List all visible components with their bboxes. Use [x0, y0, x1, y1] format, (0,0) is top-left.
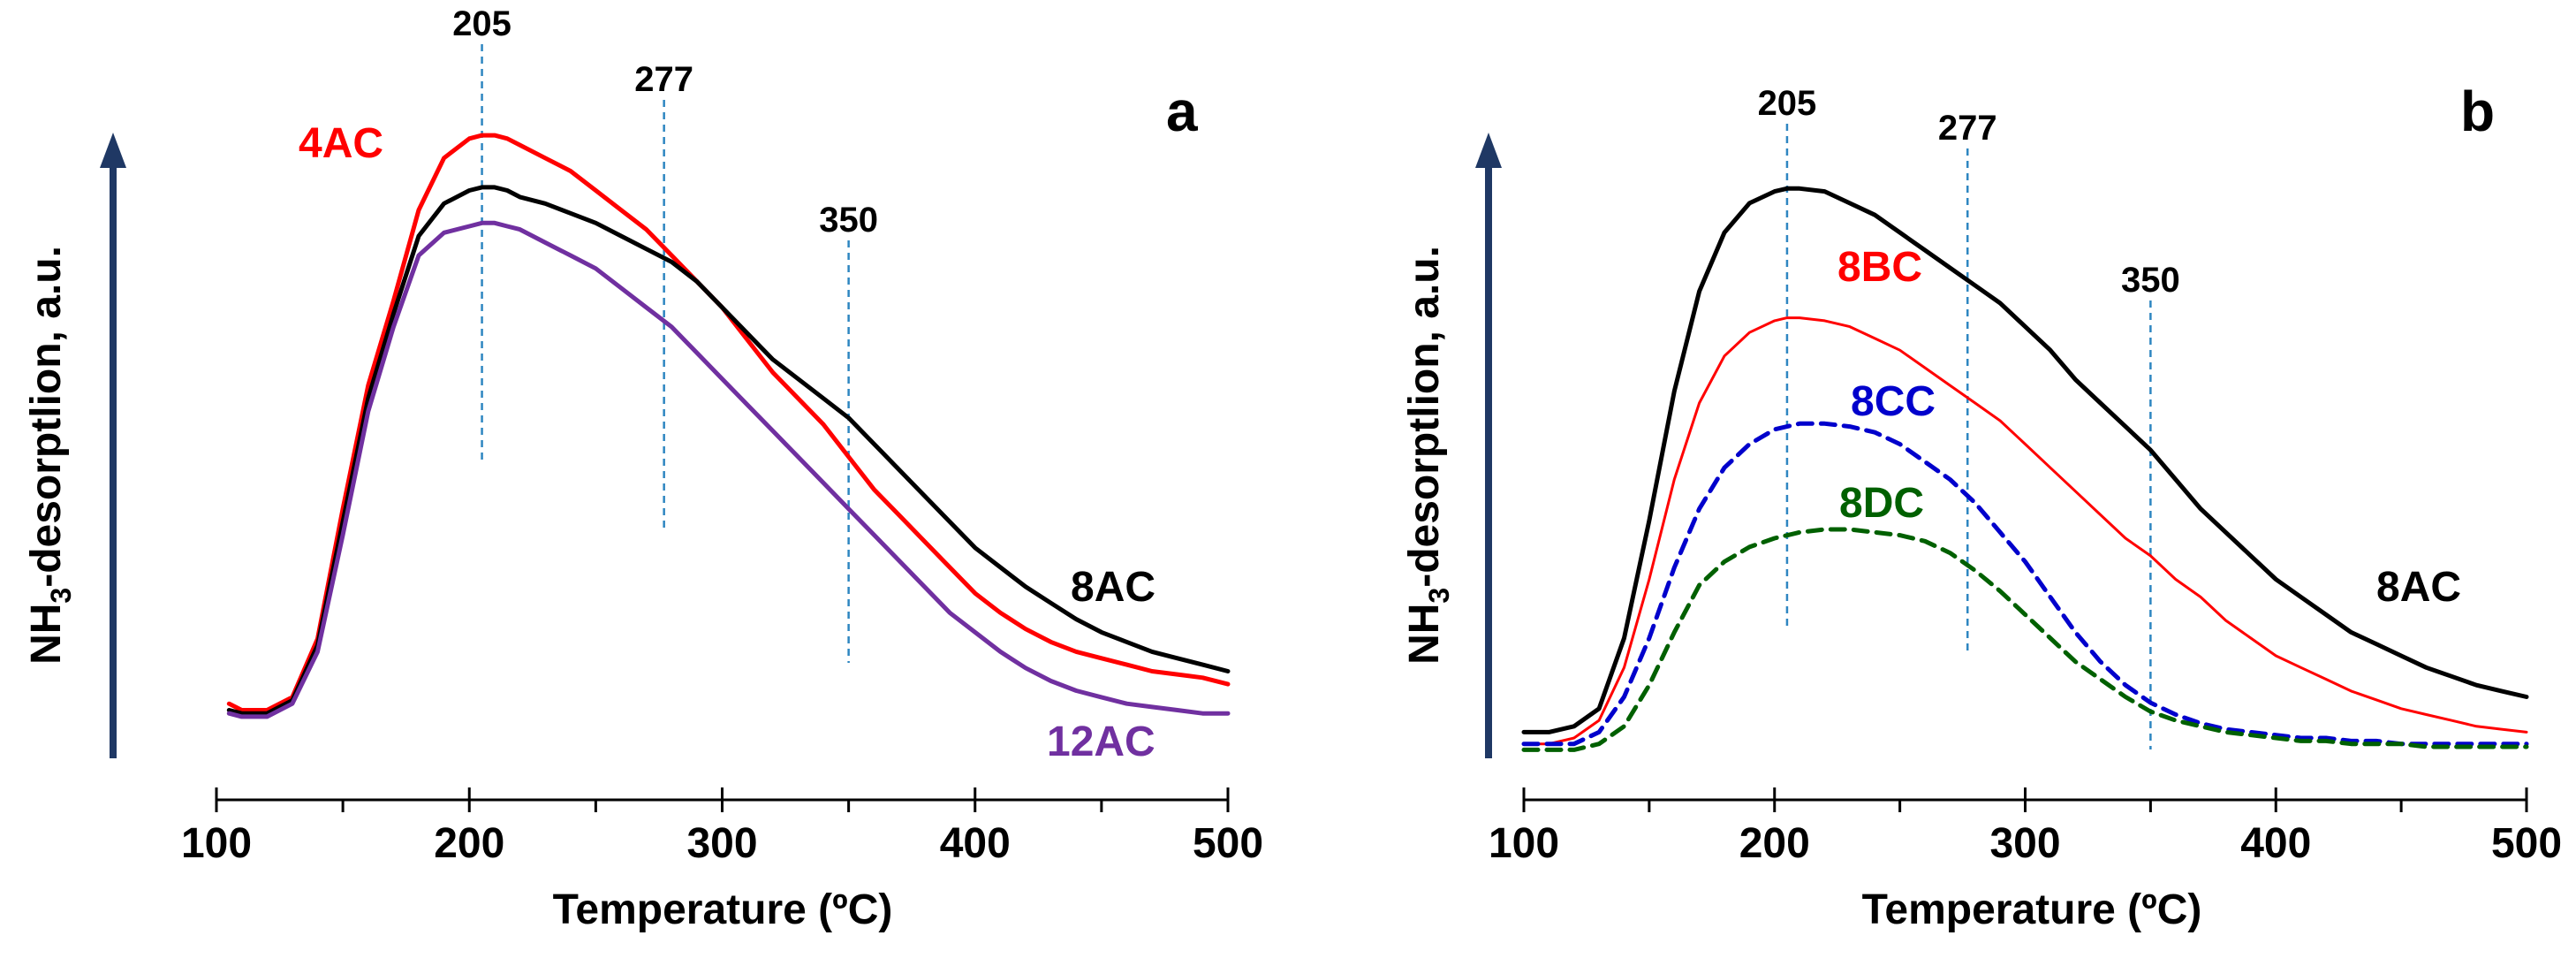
panel-letter: b — [2460, 80, 2495, 143]
x-tick-label: 100 — [181, 820, 252, 867]
series-label-8AC: 8AC — [1071, 564, 1155, 611]
series-label-12AC: 12AC — [1047, 719, 1155, 765]
reference-label-277: 277 — [1938, 109, 1997, 148]
series-label-8BC: 8BC — [1837, 244, 1922, 291]
reference-label-205: 205 — [1758, 84, 1817, 123]
reference-label-277: 277 — [634, 60, 693, 99]
x-axis-title: Temperature (ºC) — [1862, 886, 2202, 933]
series-label-4AC: 4AC — [299, 120, 383, 167]
y-axis-title: NH3-desorptlion, a.u. — [23, 246, 77, 665]
series-line-8BC — [1522, 316, 2528, 746]
series-line-8AC — [226, 185, 1231, 716]
x-tick-label: 400 — [940, 820, 1011, 867]
panel-a: 100 200 300 400 500 Temperature (ºC) NH3-desor… — [23, 4, 1263, 933]
x-tick-label: 300 — [1989, 820, 2060, 867]
x-tick-label: 500 — [1193, 820, 1263, 867]
x-tick-label: 500 — [2491, 820, 2562, 867]
x-tick-label: 200 — [434, 820, 504, 867]
y-axis-title: NH3-desorptlion, a.u. — [1401, 246, 1455, 665]
x-axis-title: Temperature (ºC) — [553, 886, 893, 933]
x-tick-label: 100 — [1489, 820, 1559, 867]
y-axis-arrowhead — [1475, 133, 1502, 168]
series-line-12AC — [226, 220, 1231, 719]
series-label-8CC: 8CC — [1851, 378, 1936, 425]
reference-label-350: 350 — [819, 201, 878, 240]
reference-label-205: 205 — [452, 4, 511, 43]
x-tick-label: 300 — [686, 820, 757, 867]
reference-label-350: 350 — [2121, 261, 2180, 300]
series-label-8AC: 8AC — [2376, 564, 2461, 611]
series-line-4AC — [226, 133, 1231, 712]
panel-letter: a — [1166, 80, 1198, 143]
series-line-8CC — [1521, 421, 2529, 747]
x-tick-label: 400 — [2240, 820, 2311, 867]
series-label-8DC: 8DC — [1839, 480, 1924, 527]
series-line-8DC — [1521, 527, 2529, 752]
y-axis-arrowhead — [100, 133, 126, 168]
series-line-8AC — [1521, 186, 2529, 734]
x-tick-label: 200 — [1739, 820, 1810, 867]
panel-b: 100 200 300 400 500 Temperature (ºC) NH3-desor… — [1401, 80, 2562, 933]
